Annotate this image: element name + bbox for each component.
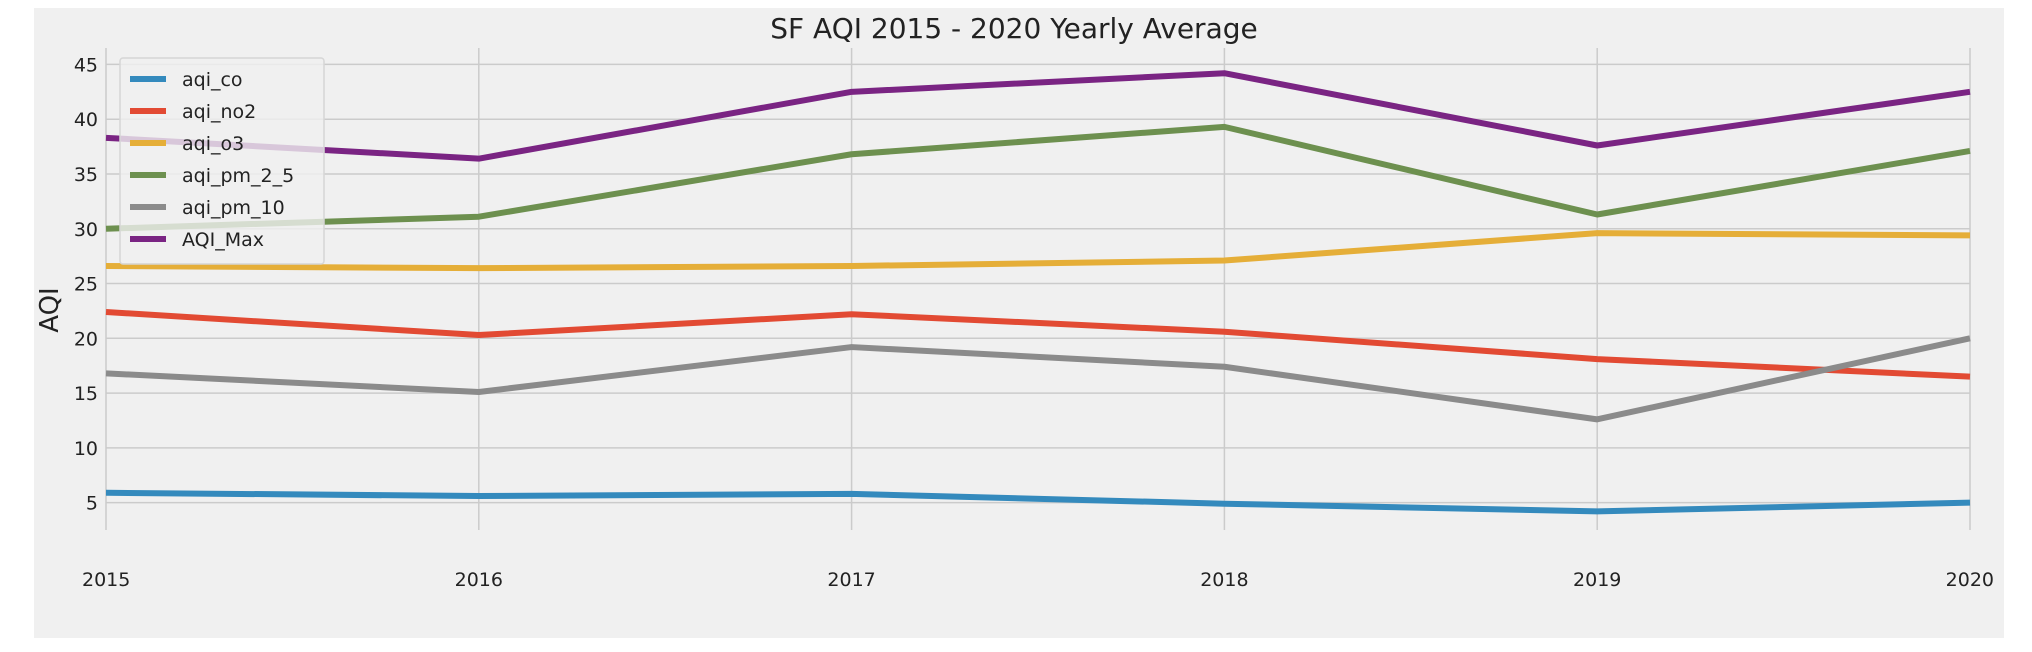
legend: aqi_co aqi_no2 aqi_o3 aqi_pm_2_5 aqi_pm_10 AQ… bbox=[119, 57, 325, 265]
series-line-aqi-o3 bbox=[105, 230, 1971, 272]
y-tick-label: 15 bbox=[74, 383, 98, 405]
legend-label: aqi_pm_10 bbox=[182, 197, 285, 219]
y-tick-label: 40 bbox=[74, 109, 98, 131]
x-tick-label: 2015 bbox=[82, 569, 130, 591]
x-tick-label: 2016 bbox=[455, 569, 503, 591]
x-tick-label: 2017 bbox=[827, 569, 875, 591]
x-tick-label: 2019 bbox=[1573, 569, 1621, 591]
y-tick-label: 45 bbox=[74, 54, 98, 76]
legend-label: aqi_o3 bbox=[182, 133, 244, 155]
series-lines bbox=[105, 70, 1971, 515]
series-line-aqi-pm-2-5 bbox=[105, 123, 1971, 232]
legend-label: aqi_no2 bbox=[182, 101, 256, 123]
y-tick-label: 5 bbox=[86, 493, 98, 515]
legend-label: aqi_pm_2_5 bbox=[182, 165, 294, 187]
y-tick-labels: 5 10 15 20 25 30 35 40 45 bbox=[74, 54, 98, 514]
chart-title: SF AQI 2015 - 2020 Yearly Average bbox=[770, 12, 1257, 45]
line-chart: SF AQI 2015 - 2020 Yearly Average AQI 5 1… bbox=[35, 12, 1994, 591]
y-axis-label: AQI bbox=[35, 287, 65, 332]
chart-figure: SF AQI 2015 - 2020 Yearly Average AQI 5 1… bbox=[34, 8, 2004, 638]
series-line-aqi-no2 bbox=[105, 309, 1971, 380]
series-line-aqi-pm-10 bbox=[105, 335, 1971, 423]
x-tick-label: 2020 bbox=[1946, 569, 1994, 591]
x-tick-label: 2018 bbox=[1200, 569, 1248, 591]
y-tick-label: 35 bbox=[74, 164, 98, 186]
legend-label: AQI_Max bbox=[182, 229, 264, 251]
legend-box bbox=[119, 57, 325, 265]
series-line-aqi-max bbox=[105, 70, 1971, 162]
grid-lines bbox=[105, 48, 1971, 530]
y-tick-label: 30 bbox=[74, 219, 98, 241]
x-tick-labels: 2015 2016 2017 2018 2019 2020 bbox=[82, 569, 1994, 591]
series-line-aqi-co bbox=[105, 489, 1971, 515]
y-tick-label: 10 bbox=[74, 438, 98, 460]
y-tick-label: 25 bbox=[74, 274, 98, 296]
legend-label: aqi_co bbox=[182, 69, 243, 91]
y-tick-label: 20 bbox=[74, 328, 98, 350]
